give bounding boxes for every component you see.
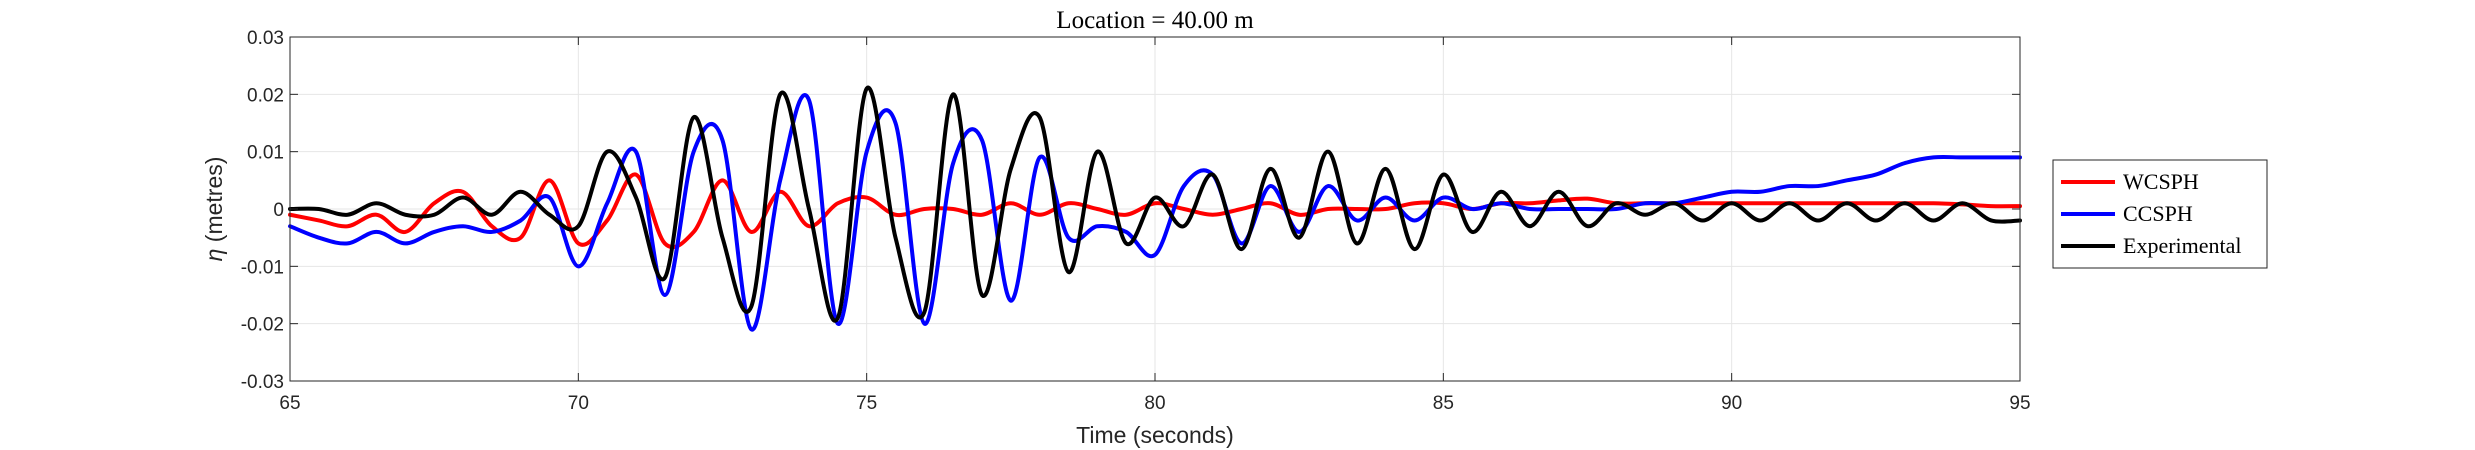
series-layer	[288, 85, 2022, 332]
series-line-experimental	[288, 85, 2022, 323]
x-tick-label: 75	[856, 393, 877, 414]
x-tick-label: 70	[568, 393, 589, 414]
y-tick-label: -0.02	[241, 315, 284, 336]
x-axis-label: Time (seconds)	[1076, 422, 1234, 448]
y-axis-label: η (metres)	[201, 157, 227, 262]
y-tick-label: 0.03	[247, 28, 284, 49]
y-tick-label: -0.03	[241, 372, 284, 393]
x-tick-label: 85	[1433, 393, 1454, 414]
legend-label: WCSPH	[2123, 169, 2199, 194]
y-tick-label: 0.01	[247, 143, 284, 164]
x-tick-label: 90	[1721, 393, 1742, 414]
y-tick-label: 0.02	[247, 85, 284, 106]
x-tick-label: 95	[2009, 393, 2030, 414]
y-tick-label: 0	[273, 200, 284, 221]
x-tick-label: 65	[279, 393, 300, 414]
y-tick-label: -0.01	[241, 257, 284, 278]
legend-label: Experimental	[2123, 233, 2242, 258]
y-axis-label-symbol: η	[201, 249, 227, 262]
ticks: 65 70 75 80 85 90 95 -0.03 -0.02 -0.01 0 0.01 0.02 0.…	[241, 28, 2031, 414]
legend: WCSPH CCSPH Experimental	[2052, 159, 2268, 269]
series-line-ccsph	[288, 93, 2022, 332]
y-axis-label-text: (metres)	[201, 157, 227, 249]
x-tick-label: 80	[1144, 393, 1165, 414]
chart-title: Location = 40.00 m	[1056, 7, 1254, 34]
legend-label: CCSPH	[2123, 201, 2193, 226]
